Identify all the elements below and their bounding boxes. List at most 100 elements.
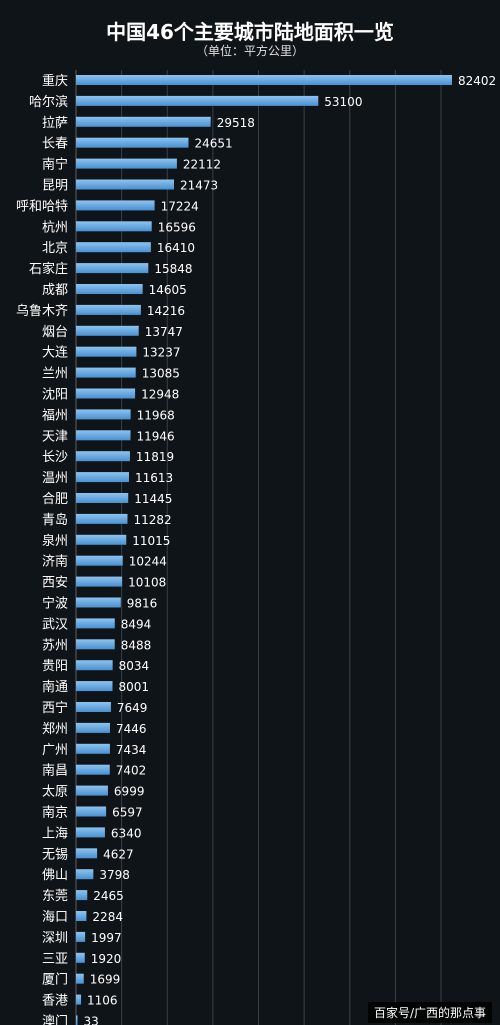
category-label: 上海 xyxy=(42,826,68,841)
category-label: 长沙 xyxy=(42,450,68,465)
category-label: 贵阳 xyxy=(42,659,68,674)
value-label: 15848 xyxy=(154,262,192,276)
bar xyxy=(76,534,127,545)
bar xyxy=(76,263,149,274)
value-label: 16410 xyxy=(157,241,195,255)
category-label: 天津 xyxy=(42,429,68,444)
bar xyxy=(76,911,87,921)
bar xyxy=(76,367,136,378)
bar xyxy=(76,1015,78,1025)
category-label: 长春 xyxy=(42,137,68,152)
category-label: 烟台 xyxy=(42,325,68,340)
bar xyxy=(76,681,113,692)
category-label: 厦门 xyxy=(42,973,68,988)
gridlines xyxy=(75,70,442,1025)
category-label: 三亚 xyxy=(42,952,68,967)
value-label: 11282 xyxy=(133,513,171,527)
bar xyxy=(76,284,143,294)
value-label: 11445 xyxy=(134,492,172,506)
category-label: 西宁 xyxy=(42,700,68,716)
bar xyxy=(76,555,123,566)
bar xyxy=(76,827,105,838)
category-label: 南宁 xyxy=(42,157,68,173)
category-label: 苏州 xyxy=(42,637,68,653)
value-label: 7446 xyxy=(116,722,147,736)
bar xyxy=(76,179,174,190)
value-label: 8001 xyxy=(119,680,150,694)
category-label: 泉州 xyxy=(42,533,68,549)
value-label: 10108 xyxy=(128,576,166,590)
chart-title: 中国46个主要城市陆地面积一览 xyxy=(106,20,394,44)
bar xyxy=(76,451,130,462)
bar xyxy=(76,513,128,524)
value-label: 4627 xyxy=(103,847,134,861)
category-label: 深圳 xyxy=(42,931,68,946)
bars-group xyxy=(76,75,452,1025)
bar xyxy=(76,931,86,942)
bar xyxy=(76,576,123,587)
bar xyxy=(76,702,111,712)
bar xyxy=(76,722,110,733)
value-label: 12948 xyxy=(141,388,179,402)
value-label: 53100 xyxy=(324,95,362,109)
category-label: 郑州 xyxy=(42,722,68,737)
bar xyxy=(76,95,319,106)
value-label: 10244 xyxy=(129,555,167,569)
category-label: 兰州 xyxy=(42,367,68,382)
bar xyxy=(76,597,121,608)
bar xyxy=(76,221,152,232)
value-label: 8488 xyxy=(121,638,152,652)
category-label: 太原 xyxy=(42,785,68,800)
category-label: 成都 xyxy=(42,283,68,298)
value-label: 7649 xyxy=(117,701,148,715)
category-label: 福州 xyxy=(42,408,68,423)
category-label: 温州 xyxy=(42,471,68,486)
bar xyxy=(76,660,113,671)
bar xyxy=(76,346,137,357)
bar xyxy=(76,200,155,211)
bar xyxy=(76,743,110,754)
value-label: 6999 xyxy=(114,785,145,799)
value-label: 11819 xyxy=(136,450,174,464)
bar xyxy=(76,137,189,148)
category-label: 西安 xyxy=(42,576,68,591)
category-label: 海口 xyxy=(42,910,68,925)
bar xyxy=(76,994,82,1005)
category-label: 无锡 xyxy=(42,847,68,862)
bar xyxy=(76,409,131,420)
value-labels: 82402 53100 29518 24651 22112 21473 17224 16596… xyxy=(84,74,497,1025)
category-label: 南通 xyxy=(42,679,68,695)
category-label: 石家庄 xyxy=(29,261,68,277)
bar xyxy=(76,764,110,775)
value-label: 24651 xyxy=(194,137,232,151)
category-label: 大连 xyxy=(42,345,68,361)
value-label: 1699 xyxy=(90,973,121,987)
category-label: 乌鲁木齐 xyxy=(16,303,68,319)
value-label: 14605 xyxy=(149,283,187,297)
category-label: 呼和哈特 xyxy=(16,199,68,214)
bar xyxy=(76,472,129,483)
category-label: 武汉 xyxy=(42,617,68,632)
bar xyxy=(76,869,94,880)
bar xyxy=(76,75,452,85)
value-label: 16596 xyxy=(158,220,196,234)
bar xyxy=(76,388,136,399)
category-label: 香港 xyxy=(42,994,68,1009)
value-label: 2284 xyxy=(92,910,123,924)
bar xyxy=(76,116,211,127)
bar xyxy=(76,890,88,901)
value-label: 22112 xyxy=(183,158,221,172)
bar xyxy=(76,848,98,859)
value-label: 9816 xyxy=(127,597,158,611)
category-label: 澳门 xyxy=(42,1014,68,1025)
value-label: 1920 xyxy=(91,952,122,966)
value-label: 21473 xyxy=(180,179,218,193)
value-label: 7434 xyxy=(116,743,147,757)
value-label: 13085 xyxy=(142,367,180,381)
value-label: 13237 xyxy=(142,346,180,360)
category-label: 南京 xyxy=(42,805,68,821)
value-label: 1106 xyxy=(87,994,118,1008)
value-label: 11015 xyxy=(132,534,170,548)
watermark: 百家号/广西的那点事 xyxy=(367,1002,492,1023)
bar xyxy=(76,952,85,963)
